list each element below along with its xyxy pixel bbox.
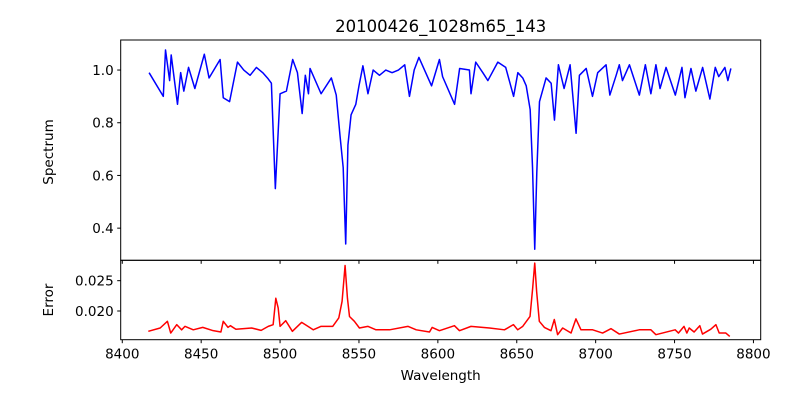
spectrum-y-tick-label: 1.0 xyxy=(92,63,113,79)
error-x-tick-label: 8600 xyxy=(421,347,455,363)
error-axes: 0.020 0.025 8400 8450 8500 8550 8600 8650 8700 87… xyxy=(75,259,771,363)
error-y-axis-label: Error xyxy=(41,283,57,316)
error-x-tick-label: 8450 xyxy=(184,347,218,363)
error-x-tick-label: 8700 xyxy=(578,347,612,363)
error-x-tick-label: 8750 xyxy=(657,347,691,363)
spectrum-y-axis-label: Spectrum xyxy=(41,119,57,184)
spectrum-series-line xyxy=(148,49,732,250)
error-x-tick-label: 8800 xyxy=(736,347,770,363)
error-axes-frame xyxy=(120,259,762,341)
error-x-tick-label: 8550 xyxy=(342,347,376,363)
error-series-line xyxy=(148,262,731,338)
error-x-tick-label: 8400 xyxy=(105,347,139,363)
error-x-tick-label: 8650 xyxy=(500,347,534,363)
spectrum-y-tick-label: 0.8 xyxy=(92,116,113,132)
spectrum-y-tick-label: 0.6 xyxy=(92,168,113,184)
x-axis-label: Wavelength xyxy=(401,368,481,384)
error-y-tick-label: 0.020 xyxy=(75,304,114,320)
error-x-tick-label: 8500 xyxy=(263,347,297,363)
chart-title: 20100426_1028m65_143 xyxy=(335,17,546,37)
error-y-tick-label: 0.025 xyxy=(75,274,114,290)
spectrum-y-tick-label: 0.4 xyxy=(92,221,113,237)
